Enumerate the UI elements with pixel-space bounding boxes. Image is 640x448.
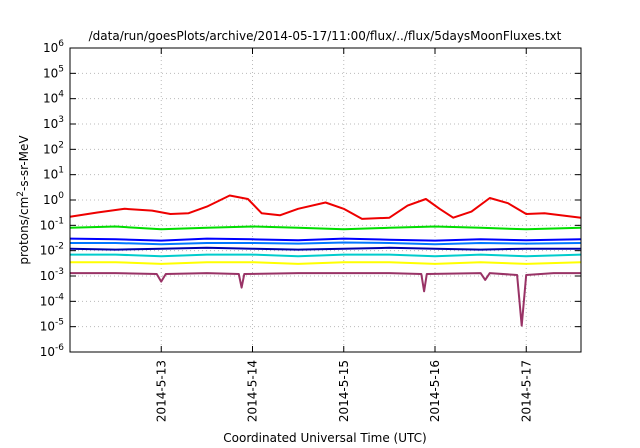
series-line-5	[69, 246, 581, 251]
y-tick-label: 102	[43, 140, 64, 156]
chart-title: /data/run/goesPlots/archive/2014-05-17/1…	[89, 29, 562, 43]
series-lines	[69, 194, 582, 327]
x-axis-label: Coordinated Universal Time (UTC)	[223, 431, 426, 445]
series-line-1	[69, 194, 582, 220]
y-tick-label: 105	[43, 64, 64, 80]
series-line-3	[69, 237, 582, 242]
x-tick-label: 2014-5-13	[154, 360, 168, 422]
series-line-6	[70, 253, 582, 258]
y-tick-label: 10-4	[40, 292, 65, 308]
y-axis-ticks: 10-6 10-5 10-4 10-3 10-2 10-1 100 101 102 103 104 1…	[40, 39, 581, 359]
x-tick-label: 2014-5-14	[246, 360, 260, 422]
x-tick-label: 2014-5-16	[428, 360, 442, 422]
grid-lines	[70, 47, 581, 353]
y-tick-label: 10-6	[40, 343, 65, 359]
x-axis-ticks: 2014-5-13 2014-5-14 2014-5-15 2014-5-16 2014…	[154, 48, 533, 422]
y-tick-label: 101	[43, 166, 64, 182]
y-tick-label: 10-1	[40, 216, 64, 232]
series-line-7	[70, 261, 582, 265]
y-tick-label: 10-2	[40, 242, 64, 258]
y-axis-label: protons/cm2-s-sr-MeV	[16, 135, 31, 265]
y-axis-label-sup: 2	[16, 191, 26, 197]
y-tick-label: 100	[43, 191, 64, 207]
y-axis-label-rest: -s-sr-MeV	[17, 135, 31, 191]
x-tick-label: 2014-5-17	[519, 360, 533, 422]
y-tick-label: 10-5	[40, 318, 64, 334]
y-tick-label: 104	[43, 90, 64, 106]
y-tick-label: 106	[43, 39, 64, 55]
series-line-2	[69, 225, 582, 231]
x-tick-label: 2014-5-15	[337, 360, 351, 422]
y-axis-label-base: protons/cm	[17, 197, 31, 265]
y-tick-label: 10-3	[40, 267, 64, 283]
y-tick-label: 103	[43, 115, 64, 131]
series-line-8	[70, 272, 581, 327]
series-line-4	[70, 241, 582, 246]
